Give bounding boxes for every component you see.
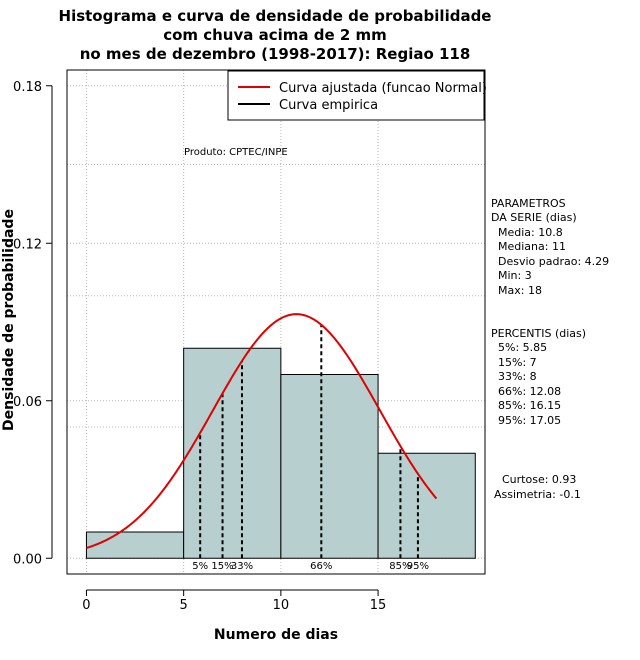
plot-frame — [66, 69, 486, 575]
percentile-label-15: 15% — [211, 561, 233, 572]
percentil-85: 85%: 16.15 — [498, 399, 561, 412]
param-median: Mediana: 11 — [498, 240, 566, 253]
y-tick-label: 0.18 — [13, 80, 42, 95]
product-annotation: Produto: CPTEC/INPE — [184, 147, 288, 158]
param-mean: Media: 10.8 — [498, 226, 563, 239]
chart-title-line-3: no mes de dezembro (1998-2017): Regiao 1… — [80, 45, 471, 63]
histogram-bar — [183, 347, 282, 559]
legend-label-empirical: Curva empirica — [279, 98, 378, 113]
normal-curve — [86, 313, 438, 549]
stats-panel: PARAMETROS DA SERIE (dias) Media: 10.8 M… — [491, 197, 609, 501]
stat-curtose: Curtose: 0.93 — [502, 473, 576, 486]
stat-assimetria: Assimetria: -0.1 — [494, 488, 581, 501]
x-tick-label: 15 — [370, 598, 387, 613]
percentile-lines — [199, 324, 419, 559]
legend-label-normal: Curva ajustada (funcao Normal) — [279, 81, 487, 96]
percentil-15: 15%: 7 — [498, 356, 537, 369]
histogram-bar — [85, 531, 185, 559]
y-tick-label: 0.12 — [13, 237, 42, 252]
x-tick-label: 0 — [82, 598, 90, 613]
y-tick-label: 0.00 — [13, 552, 42, 567]
axes: 0 5 10 15 0.00 0.06 0.12 0.18 — [13, 80, 386, 613]
y-axis-label: Densidade de probabilidade — [1, 209, 17, 431]
param-min: Min: 3 — [498, 269, 532, 282]
percentile-label-66: 66% — [310, 561, 332, 572]
percentile-labels: 5% 15%33% 66% 85%95% — [192, 561, 429, 572]
histogram-bar — [377, 452, 476, 559]
x-axis-label: Numero de dias — [214, 627, 338, 643]
x-tick-label: 5 — [180, 598, 188, 613]
percentil-5: 5%: 5.85 — [498, 341, 547, 354]
params-header-2: DA SERIE (dias) — [491, 211, 577, 224]
chart-title-line-1: Histograma e curva de densidade de proba… — [59, 7, 492, 25]
percentile-label-33: 33% — [231, 561, 253, 572]
percentil-95: 95%: 17.05 — [498, 414, 561, 427]
legend-box — [227, 70, 485, 121]
params-header-1: PARAMETROS — [491, 197, 566, 210]
normal-curve-line — [86, 313, 438, 549]
percentil-66: 66%: 12.08 — [498, 385, 561, 398]
percentile-label-5: 5% — [192, 561, 208, 572]
percentis-header: PERCENTIS (dias) — [491, 327, 586, 340]
legend: Curva ajustada (funcao Normal) Curva emp… — [227, 70, 487, 121]
percentile-label-95: 95% — [407, 561, 429, 572]
x-tick-label: 10 — [273, 598, 290, 613]
percentil-33: 33%: 8 — [498, 370, 537, 383]
param-max: Max: 18 — [498, 284, 542, 297]
percentile-label-85: 85% — [389, 561, 411, 572]
histogram-bar — [280, 374, 379, 559]
param-sd: Desvio padrao: 4.29 — [498, 255, 609, 268]
y-tick-label: 0.06 — [13, 395, 42, 410]
chart-title-line-2: com chuva acima de 2 mm — [163, 26, 387, 44]
